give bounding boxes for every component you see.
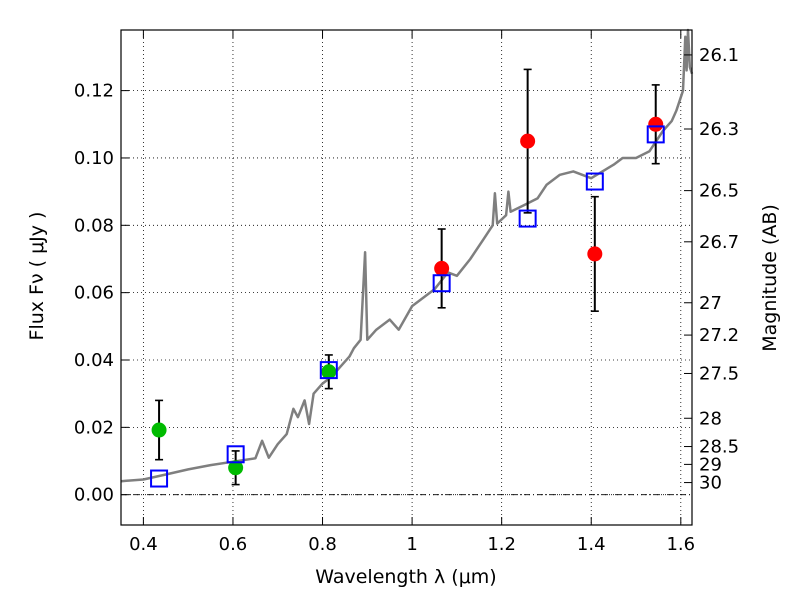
model-square-marker [150,469,169,488]
model-square-marker [585,172,604,191]
x-tick-label: 1.4 [577,534,606,555]
mag-tick-label: 26.3 [699,119,739,140]
spectrum-line [120,28,694,483]
y-tick-label: 0.10 [74,148,114,169]
data-point-marker [434,260,450,276]
data-point-marker [587,246,603,262]
plot-frame [120,29,693,526]
y-tick-label: 0.12 [74,81,114,102]
y-tick-label: 0.08 [74,215,114,236]
mag-tick-label: 26.5 [699,181,739,202]
y2-axis-title: Magnitude (AB) [759,204,781,352]
model-square-marker [646,125,665,144]
mag-tick-label: 28 [699,408,722,429]
mag-tick-label: 26.1 [699,45,739,66]
tick-labels: 0.4 0.6 0.8 1 1.2 1.4 1.6 0.00 0.02 0.04 0.06 0.08 0… [74,45,739,555]
y-tick-label: 0.04 [74,350,114,371]
y-tick-label: 0.02 [74,417,114,438]
model-spectrum [120,28,694,483]
y-tick-label: 0.06 [74,283,114,304]
mag-tick-label: 29 [699,454,722,475]
data-point-marker [520,133,536,149]
model-square-marker [518,209,537,228]
plot-axes [120,29,693,526]
y-tick-label: 0.00 [74,485,114,506]
model-square-marker [226,445,245,464]
model-square-marker [319,361,338,380]
x-tick-label: 0.6 [219,534,248,555]
data-point-marker [648,116,664,132]
x-tick-label: 1 [406,534,417,555]
x-tick-label: 0.4 [129,534,158,555]
data-point-marker [151,422,167,438]
mag-tick-label: 26.7 [699,232,739,253]
x-tick-label: 1.2 [487,534,516,555]
gridlines [121,30,692,525]
data-point-marker [228,460,244,476]
x-tick-label: 1.6 [666,534,695,555]
mag-tick-label: 27.5 [699,363,739,384]
mag-tick-label: 27 [699,293,722,314]
photometry-markers [150,68,665,488]
y-axis-title: Flux Fν ( μJy ) [26,212,48,341]
mag-tick-label: 30 [699,473,722,494]
x-tick-label: 0.8 [308,534,337,555]
x-axis-title: Wavelength λ (μm) [315,566,496,588]
mag-tick-label: 27.2 [699,325,739,346]
data-point-marker [321,364,337,380]
model-square-marker [432,274,451,293]
mag-tick-label: 28.5 [699,437,739,458]
